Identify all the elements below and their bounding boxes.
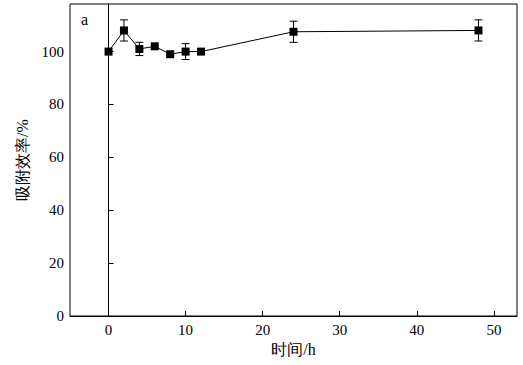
svg-text:30: 30 (332, 322, 347, 338)
svg-text:100: 100 (42, 44, 65, 60)
svg-text:10: 10 (178, 322, 193, 338)
svg-text:吸附效率/%: 吸附效率/% (14, 119, 31, 201)
svg-text:40: 40 (49, 202, 64, 218)
svg-text:80: 80 (49, 96, 64, 112)
svg-text:20: 20 (255, 322, 270, 338)
svg-text:时间/h: 时间/h (271, 341, 315, 358)
svg-text:60: 60 (49, 149, 64, 165)
svg-text:0: 0 (57, 308, 65, 324)
svg-text:a: a (81, 11, 88, 28)
svg-text:20: 20 (49, 255, 64, 271)
svg-text:50: 50 (486, 322, 501, 338)
svg-text:40: 40 (409, 322, 424, 338)
svg-text:0: 0 (105, 322, 113, 338)
